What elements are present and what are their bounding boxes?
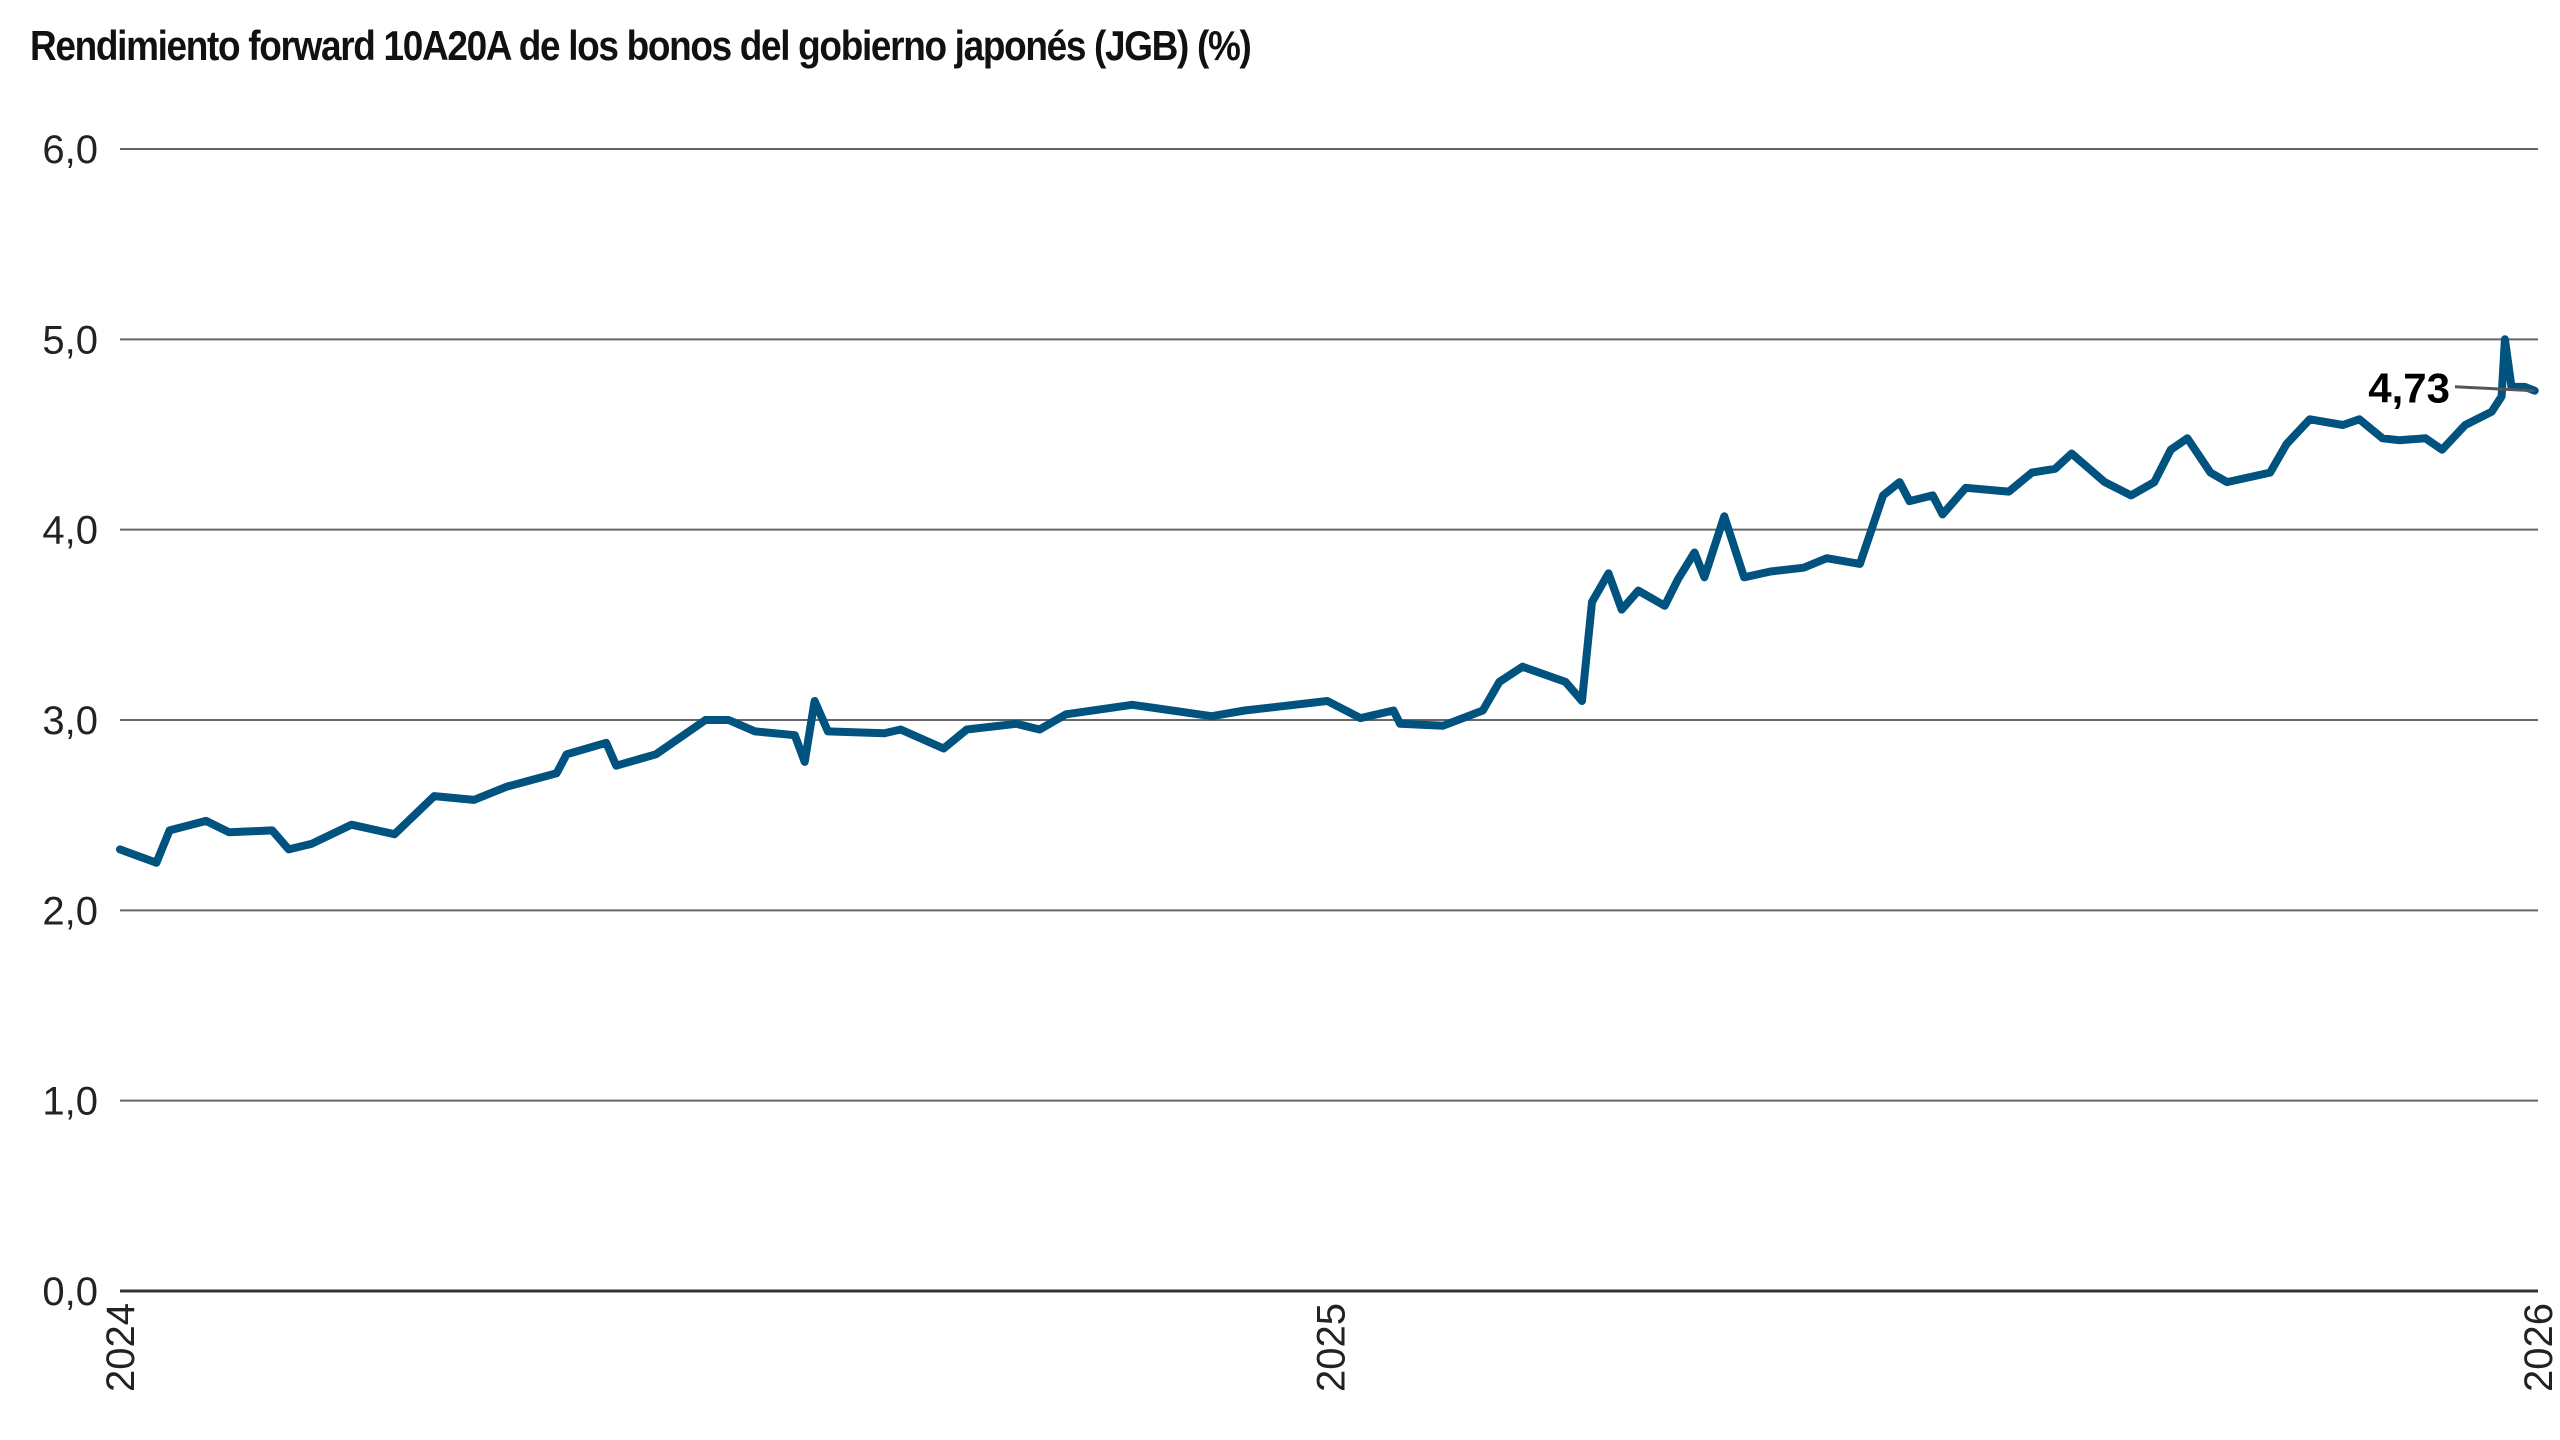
gridlines xyxy=(120,148,2538,1293)
y-tick-label: 0,0 xyxy=(42,1270,98,1314)
y-tick-label: 4,0 xyxy=(42,509,98,553)
x-tick-label: 2024 xyxy=(99,1303,143,1392)
x-tick-label: 2026 xyxy=(2517,1303,2560,1392)
y-tick-label: 2,0 xyxy=(42,889,98,933)
x-axis-ticks: 2024 2025 2026 xyxy=(99,1303,2560,1392)
chart-title: Rendimiento forward 10A20A de los bonos … xyxy=(30,22,1252,69)
annotation-leader-line xyxy=(2454,385,2535,393)
y-tick-label: 1,0 xyxy=(42,1080,98,1124)
y-tick-label: 3,0 xyxy=(42,699,98,743)
y-tick-label: 6,0 xyxy=(42,128,98,172)
series-line xyxy=(116,335,2539,867)
annotation-label: 4,73 xyxy=(2368,365,2450,412)
x-tick-label: 2025 xyxy=(1310,1303,1354,1392)
y-axis-ticks: 0,0 1,0 2,0 3,0 4,0 5,0 6,0 xyxy=(42,128,98,1314)
y-tick-label: 5,0 xyxy=(42,318,98,362)
